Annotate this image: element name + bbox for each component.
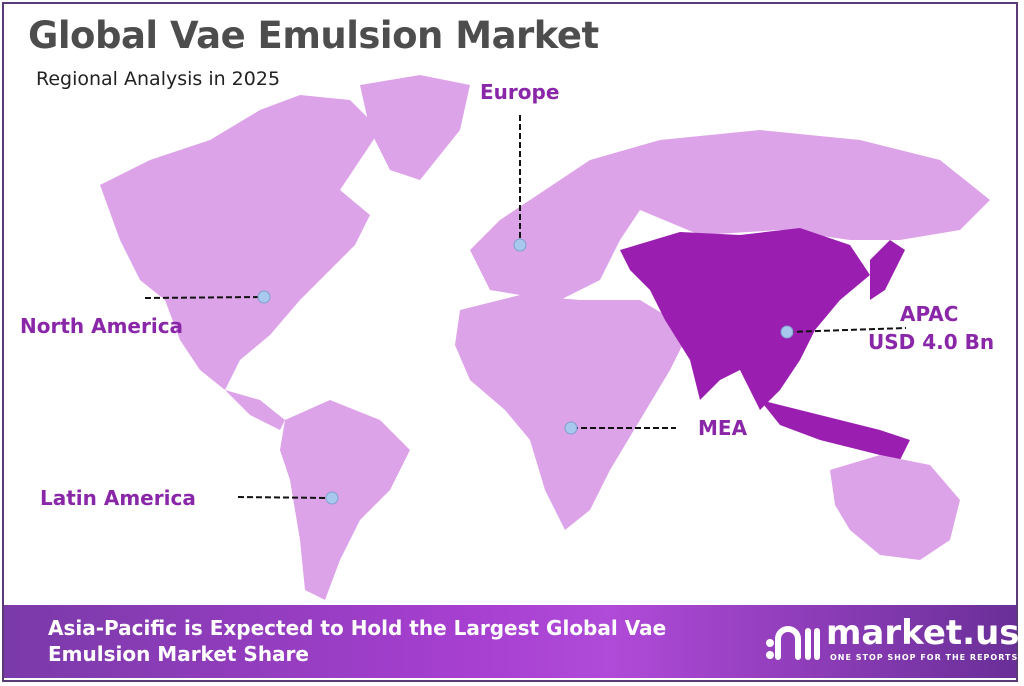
label-latin-america: Latin America xyxy=(40,486,196,510)
footer-text: Asia-Pacific is Expected to Hold the Lar… xyxy=(48,616,667,666)
marker-europe xyxy=(513,238,527,252)
region-mea-shape xyxy=(455,295,690,530)
leader-line-latin-america xyxy=(237,496,331,499)
region-latin-america-shape xyxy=(280,400,410,600)
region-greenland-shape xyxy=(360,75,470,180)
market-us-logo: market.us ONE STOP SHOP FOR THE REPORTS xyxy=(764,613,1020,669)
region-europe-shape xyxy=(470,160,640,300)
region-north-america-shape xyxy=(100,95,380,390)
region-australia-shape xyxy=(830,455,960,560)
leader-line-apac xyxy=(787,327,907,333)
label-apac: APAC xyxy=(900,302,959,326)
logo-tagline: ONE STOP SHOP FOR THE REPORTS xyxy=(830,653,1019,662)
marker-mea xyxy=(564,421,578,435)
logo-mark-icon xyxy=(766,626,820,660)
logo-wordmark: market.us xyxy=(826,613,1020,653)
marker-north-america xyxy=(257,290,271,304)
label-apac-value: USD 4.0 Bn xyxy=(868,330,995,354)
region-apac-shape xyxy=(620,228,870,410)
footer-banner: Asia-Pacific is Expected to Hold the Lar… xyxy=(4,605,1020,678)
page-title: Global Vae Emulsion Market xyxy=(28,14,599,57)
page-subtitle: Regional Analysis in 2025 xyxy=(36,68,281,90)
label-north-america: North America xyxy=(20,314,184,338)
leader-line-north-america xyxy=(144,296,263,299)
marker-apac xyxy=(780,325,794,339)
marker-latin-america xyxy=(325,491,339,505)
label-europe: Europe xyxy=(480,80,560,104)
label-mea: MEA xyxy=(698,416,748,440)
